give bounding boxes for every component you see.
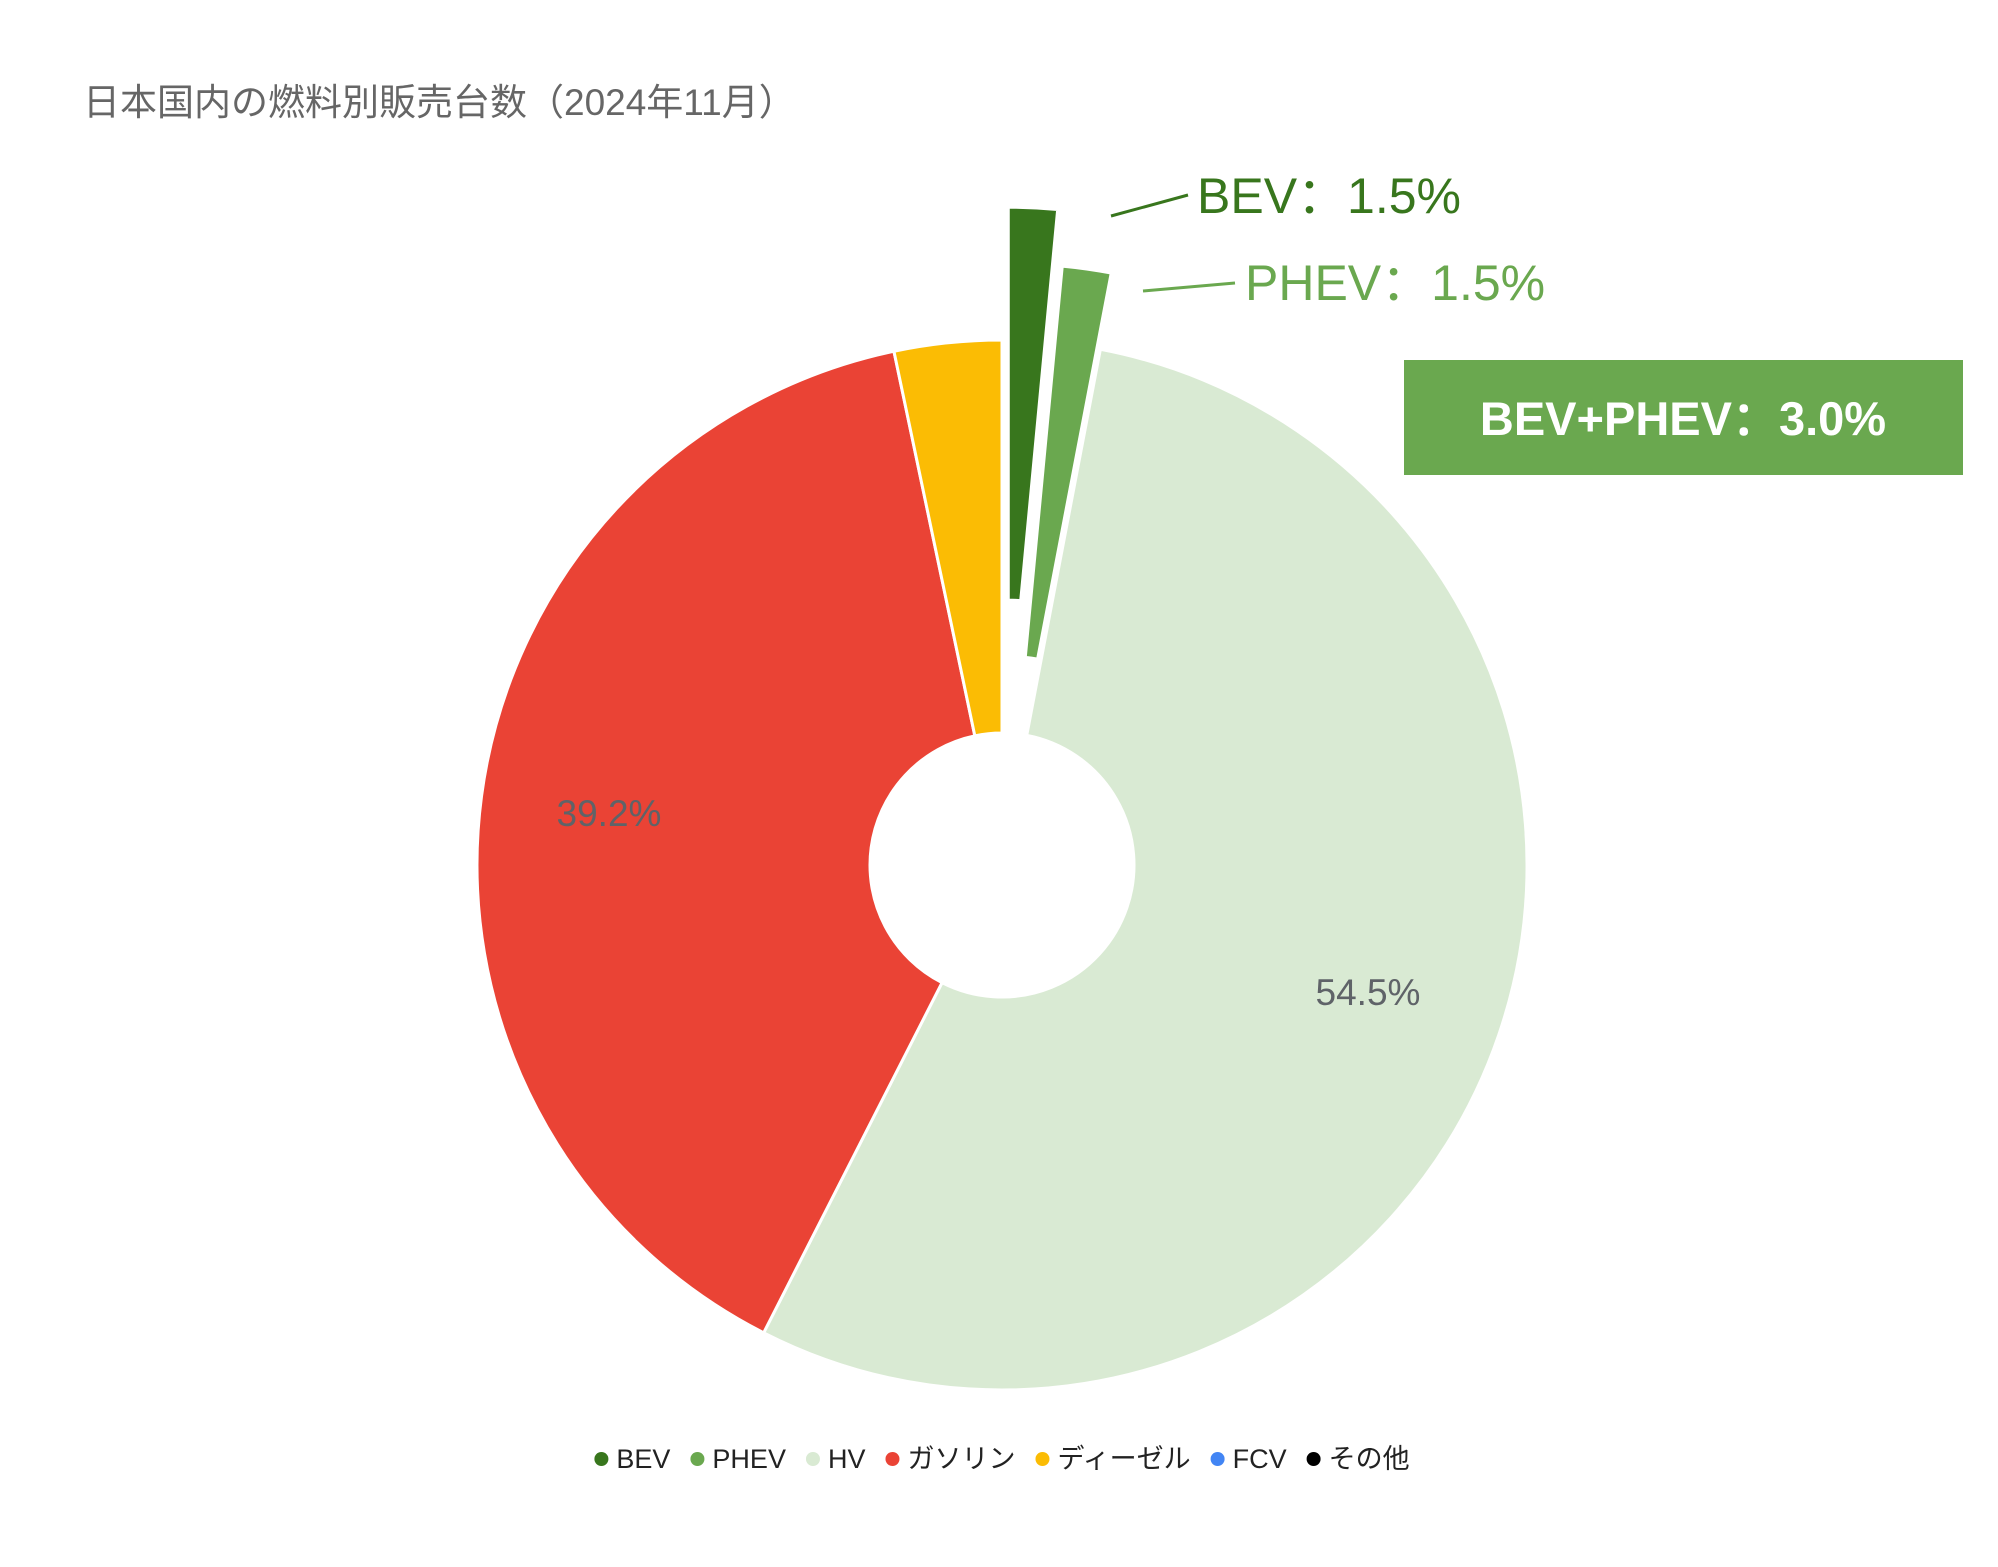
- legend-marker-4: [1035, 1452, 1050, 1466]
- callout-combined: BEV+PHEV：3.0%: [1480, 392, 1886, 445]
- callout-bev: BEV：1.5%: [1197, 168, 1461, 224]
- legend-marker-3: [885, 1452, 900, 1466]
- data-label-gasoline: 39.2%: [557, 793, 662, 834]
- slice-1: [1023, 264, 1113, 661]
- slice-0: [1006, 205, 1060, 603]
- combined-callout-box: [1404, 360, 1963, 475]
- phev-leader-line: [1142, 281, 1236, 293]
- slice-2: [761, 347, 1529, 1392]
- legend-marker-6: [1306, 1452, 1321, 1466]
- legend-marker-2: [805, 1452, 820, 1466]
- legend-label-2: HV: [828, 1444, 866, 1474]
- slice-4: [892, 338, 1004, 738]
- legend-marker-1: [690, 1452, 705, 1466]
- legend-label-5: FCV: [1233, 1444, 1287, 1474]
- legend-label-3: ガソリン: [907, 1444, 1015, 1474]
- legend-marker-5: [1210, 1452, 1225, 1466]
- data-label-hv: 54.5%: [1316, 972, 1421, 1013]
- legend: BEV PHEV HV ガソリン ディーゼル FCV その他: [594, 1444, 1410, 1474]
- legend-label-1: PHEV: [712, 1444, 786, 1474]
- slice-3: [475, 349, 977, 1335]
- legend-label-6: その他: [1329, 1444, 1410, 1474]
- slices: [475, 205, 1529, 1392]
- callout-phev: PHEV：1.5%: [1245, 255, 1545, 311]
- legend-label-0: BEV: [616, 1444, 670, 1474]
- chart-title: 日本国内の燃料別販売台数（2024年11月）: [83, 82, 796, 123]
- legend-label-4: ディーゼル: [1057, 1444, 1190, 1474]
- bev-leader-line: [1110, 193, 1189, 218]
- legend-marker-0: [594, 1452, 609, 1466]
